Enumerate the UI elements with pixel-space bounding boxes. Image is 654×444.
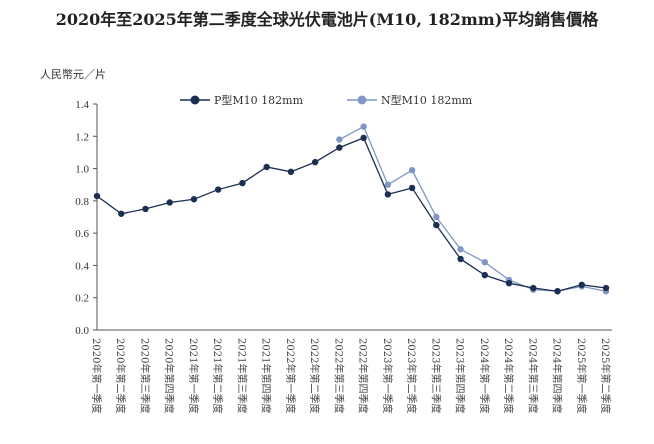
y-tick-label: 0.8	[75, 196, 89, 208]
x-tick-label: 2024年第三季度	[526, 338, 539, 413]
x-tick-label: 2023年第四季度	[454, 338, 467, 413]
y-tick-label: 1.2	[75, 131, 89, 143]
data-point	[433, 213, 440, 221]
data-point	[384, 191, 392, 198]
legend-label-1: N型M10 182mm	[381, 93, 473, 107]
data-point	[457, 246, 464, 253]
y-tick-label: 1.4	[75, 99, 89, 111]
y-tick-label: 0.2	[75, 293, 89, 305]
x-tick-label: 2024年第二季度	[502, 338, 515, 413]
data-point	[336, 136, 343, 143]
data-point	[505, 279, 513, 287]
data-point	[360, 134, 367, 142]
data-point	[93, 192, 101, 200]
data-point	[263, 163, 270, 171]
data-point	[287, 168, 295, 175]
x-tick-label: 2024年第一季度	[478, 338, 491, 413]
y-tick-label: 0.4	[75, 260, 89, 272]
y-tick-label: 0.6	[75, 228, 89, 240]
data-point	[408, 184, 416, 192]
data-point	[530, 284, 537, 292]
x-tick-label: 2020年第四季度	[163, 338, 176, 413]
y-tick-label: 0.0	[75, 325, 89, 337]
x-tick-label: 2023年第一季度	[381, 338, 394, 413]
data-point	[239, 179, 246, 187]
x-tick-label: 2020年第一季度	[90, 338, 103, 413]
x-tick-label: 2020年第二季度	[114, 338, 127, 413]
x-tick-label: 2025年第二季度	[599, 338, 612, 413]
x-tick-label: 2023年第二季度	[405, 338, 418, 413]
x-tick-label: 2024年第四季度	[551, 338, 564, 413]
x-tick-label: 2022年第二季度	[308, 338, 321, 413]
series-line-0	[96, 137, 607, 292]
data-point	[214, 186, 222, 193]
x-tick-label: 2022年第三季度	[332, 338, 345, 413]
data-point	[457, 255, 464, 263]
data-point	[481, 271, 489, 279]
data-point	[481, 259, 489, 266]
y-axis-label: 人民幣元／片	[40, 68, 106, 81]
chart-title: 2020年至2025年第二季度全球光伏電池片(M10, 182mm)平均銷售價格	[55, 10, 599, 29]
data-point	[554, 288, 561, 295]
data-point	[336, 144, 343, 151]
data-point	[118, 210, 125, 217]
y-tick-label: 1.0	[75, 164, 89, 176]
data-point	[384, 181, 392, 188]
data-point	[408, 166, 416, 174]
data-point	[360, 123, 367, 130]
x-tick-label: 2020年第三季度	[138, 338, 151, 413]
legend-marker-1	[357, 95, 367, 105]
data-point	[578, 281, 585, 288]
x-tick-label: 2022年第一季度	[284, 338, 297, 413]
data-point	[433, 221, 440, 229]
data-point	[311, 158, 319, 166]
x-tick-label: 2021年第三季度	[235, 338, 248, 413]
x-tick-label: 2021年第二季度	[211, 338, 224, 413]
data-point	[602, 284, 610, 292]
legend-marker-0	[190, 95, 200, 105]
data-point	[190, 196, 198, 203]
x-tick-label: 2023年第三季度	[429, 338, 442, 413]
legend-label-0: P型M10 182mm	[214, 93, 304, 107]
data-point	[166, 199, 173, 206]
data-point	[142, 205, 149, 213]
x-tick-label: 2025年第一季度	[575, 338, 588, 413]
x-tick-label: 2021年第一季度	[187, 338, 200, 413]
x-tick-label: 2022年第四季度	[357, 338, 370, 413]
x-tick-label: 2021年第四季度	[260, 338, 273, 413]
